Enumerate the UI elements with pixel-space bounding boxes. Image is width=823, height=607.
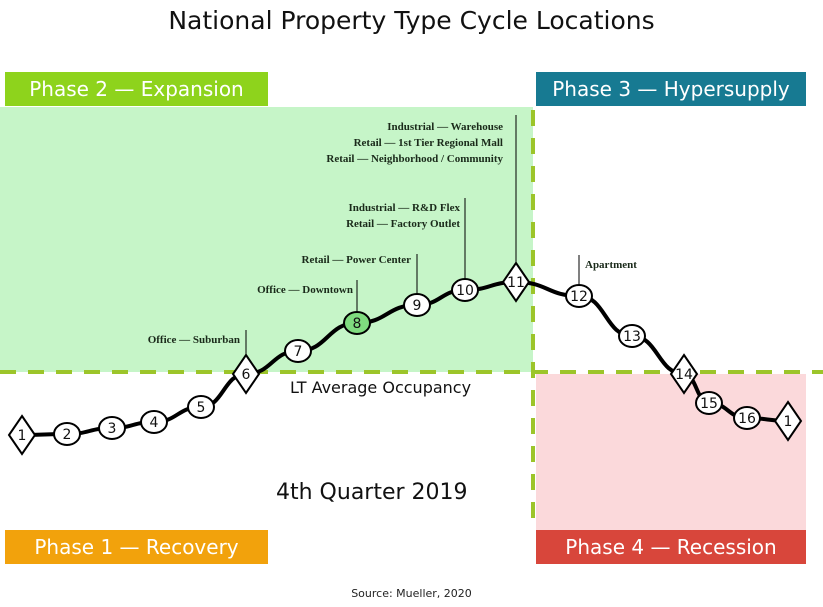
cycle-point-14: 14 [669, 353, 699, 395]
source-note: Source: Mueller, 2020 [351, 587, 472, 600]
annotation-text: Office — Suburban [148, 334, 240, 346]
annotation-text: Retail — Power Center [302, 254, 412, 266]
cycle-point-label: 5 [197, 400, 206, 416]
circle-marker [98, 416, 126, 440]
cycle-point-1: 1 [7, 414, 37, 456]
cycle-point-label: 12 [570, 289, 588, 305]
cycle-point-label: 6 [242, 367, 251, 383]
cycle-point-11: 11 [501, 261, 531, 303]
cycle-point-label: 1 [784, 414, 793, 430]
phase-4-banner: Phase 4 — Recession [536, 530, 806, 564]
cycle-point-16: 16 [733, 406, 761, 430]
cycle-point-label: 13 [623, 329, 641, 345]
phase-3-banner: Phase 3 — Hypersupply [536, 72, 806, 106]
cycle-point-12: 12 [565, 284, 593, 308]
annotation-text: Industrial — R&D Flex [348, 202, 460, 214]
cycle-point-4: 4 [140, 410, 168, 434]
circle-marker [187, 395, 215, 419]
cycle-point-label: 10 [456, 283, 474, 299]
cycle-point-15: 15 [695, 391, 723, 415]
cycle-point-10: 10 [451, 278, 479, 302]
cycle-point-label: 15 [700, 396, 718, 412]
cycle-point-6: 6 [231, 353, 261, 395]
cycle-point-9: 9 [403, 293, 431, 317]
phase-2-banner: Phase 2 — Expansion [5, 72, 268, 106]
annotation-text: Industrial — Warehouse [387, 121, 503, 133]
circle-marker [284, 339, 312, 363]
circle-marker [53, 422, 81, 446]
annotation-12: Apartment [578, 255, 637, 284]
annotation-10: Industrial — R&D Flex Retail — Factory Ou… [346, 198, 466, 278]
circle-marker [343, 311, 371, 335]
cycle-point-label: 1 [18, 428, 27, 444]
diamond-marker [501, 261, 531, 303]
quarter-label: 4th Quarter 2019 [276, 480, 468, 505]
annotation-8: Office — Downtown [257, 280, 358, 311]
diamond-marker [231, 353, 261, 395]
circle-marker [403, 293, 431, 317]
cycle-point-13: 13 [618, 324, 646, 348]
annotation-6: Office — Suburban [148, 330, 247, 362]
cycle-point-label: 3 [108, 421, 117, 437]
cycle-point-7: 7 [284, 339, 312, 363]
circle-marker [618, 324, 646, 348]
circle-marker [451, 278, 479, 302]
annotation-text: Apartment [585, 259, 637, 271]
annotation-text: Retail — Factory Outlet [346, 218, 460, 230]
page-title: National Property Type Cycle Locations [168, 6, 655, 35]
cycle-point-3: 3 [98, 416, 126, 440]
annotation-text: Retail — Neighborhood / Community [326, 153, 503, 165]
diamond-marker [669, 353, 699, 395]
phase-1-banner: Phase 1 — Recovery [5, 530, 268, 564]
cycle-point-5: 5 [187, 395, 215, 419]
cycle-point-label: 14 [675, 367, 693, 383]
circle-marker [565, 284, 593, 308]
cycle-point-label: 11 [507, 275, 525, 291]
annotation-11: Industrial — Warehouse Retail — 1st Tier … [326, 115, 517, 270]
annotation-text: Retail — 1st Tier Regional Mall [354, 137, 503, 149]
cycle-point-label: 8 [353, 316, 362, 332]
annotation-text: Office — Downtown [257, 284, 353, 296]
cycle-point-label: 4 [150, 415, 159, 431]
cycle-point-1: 1 [773, 400, 803, 442]
cycle-point-label: 16 [738, 411, 756, 427]
recession-zone [536, 374, 806, 530]
cycle-point-label: 9 [413, 298, 422, 314]
diamond-marker [7, 414, 37, 456]
cycle-point-label: 2 [63, 427, 72, 443]
circle-marker [140, 410, 168, 434]
diamond-marker [773, 400, 803, 442]
cycle-point-label: 7 [294, 344, 303, 360]
circle-marker [733, 406, 761, 430]
cycle-point-2: 2 [53, 422, 81, 446]
cycle-point-8: 8 [343, 311, 371, 335]
circle-marker [695, 391, 723, 415]
annotation-9: Retail — Power Center [302, 254, 418, 293]
lt-average-label: LT Average Occupancy [290, 378, 472, 397]
expansion-zone [0, 107, 533, 372]
